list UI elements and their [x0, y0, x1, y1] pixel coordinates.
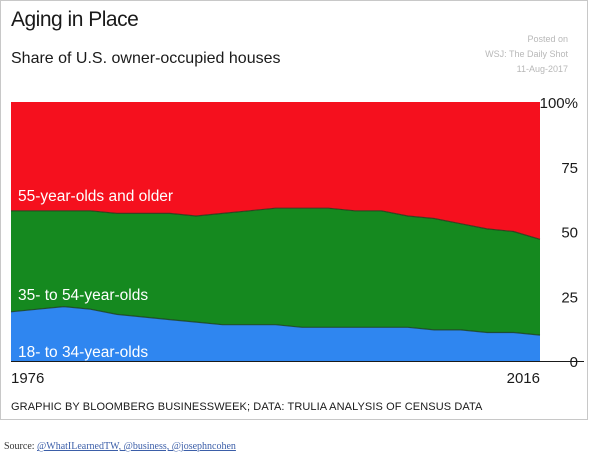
watermark-line-2: WSJ: The Daily Shot: [485, 49, 568, 59]
y-tick-label: 100%: [540, 95, 578, 112]
series-label-1: 18- to 34-year-olds: [18, 344, 148, 361]
area-series-2: [11, 208, 540, 336]
y-tick-label: 25: [561, 289, 578, 306]
credit-line: GRAPHIC BY BLOOMBERG BUSINESSWEEK; DATA:…: [11, 401, 483, 413]
series-label-2: 35- to 54-year-olds: [18, 287, 148, 304]
y-tick-label: 0: [570, 354, 578, 371]
source-line: Source: @WhatILearnedTW, @business, @jos…: [4, 441, 236, 452]
x-tick-label: 2016: [507, 370, 540, 387]
watermark-line-1: Posted on: [527, 34, 568, 44]
stacked-area-chart: 0 25 50 75 100% 1976 2016 18- to 34-year-olds 35…: [10, 95, 584, 387]
series-label-3: 55-year-olds and older: [18, 188, 173, 205]
area-series-1: [11, 306, 540, 361]
chart-title: Aging in Place: [11, 8, 139, 31]
source-label: Source:: [4, 441, 38, 452]
series-boundary-line-1: [10, 305, 541, 336]
watermark-line-3: 11-Aug-2017: [516, 64, 568, 74]
source-links[interactable]: @WhatILearnedTW, @business, @josephncohe…: [37, 441, 236, 452]
y-tick-label: 50: [561, 225, 578, 242]
y-tick-label: 75: [561, 160, 578, 177]
x-tick-label: 1976: [11, 370, 44, 387]
series-boundary-line-2: [11, 207, 541, 240]
chart-subtitle: Share of U.S. owner-occupied houses: [11, 50, 281, 67]
posted-watermark: Posted on WSJ: The Daily Shot 11-Aug-201…: [485, 32, 568, 77]
area-series-3: [11, 102, 540, 240]
